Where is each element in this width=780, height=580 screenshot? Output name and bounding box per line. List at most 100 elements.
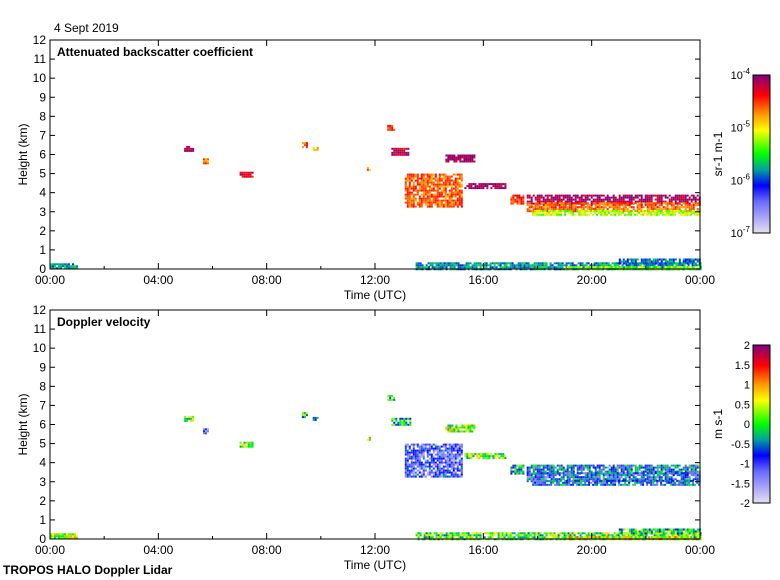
data-cell (498, 187, 501, 190)
data-cell (568, 470, 571, 473)
data-cell (68, 533, 70, 536)
data-cell (438, 467, 441, 470)
data-cell (581, 262, 584, 265)
data-cell (594, 478, 597, 481)
data-cell (430, 455, 433, 458)
data-cell (305, 142, 308, 145)
data-cell (574, 198, 577, 201)
data-cell (451, 428, 454, 431)
data-cell (426, 179, 429, 182)
data-cell (545, 262, 548, 265)
data-cell (433, 532, 436, 535)
data-cell (458, 473, 461, 476)
data-cell (465, 156, 468, 159)
data-cell (550, 476, 553, 479)
data-cell (439, 266, 442, 269)
data-cell (598, 209, 601, 212)
data-cell (418, 205, 421, 208)
data-cell (572, 266, 575, 269)
data-cell (670, 198, 673, 201)
data-cell (686, 478, 689, 481)
data-cell (560, 200, 563, 203)
data-cell (588, 468, 591, 471)
data-cell (410, 205, 413, 208)
colorbar-tick-label: 10-6 (731, 172, 751, 187)
data-cell (428, 453, 431, 456)
data-cell (494, 185, 497, 188)
data-cell (690, 194, 693, 197)
data-cell (465, 160, 468, 163)
data-cell (441, 532, 444, 535)
data-cell (554, 208, 557, 211)
data-cell (602, 464, 605, 467)
data-cell (636, 210, 639, 213)
data-cell (509, 266, 512, 269)
data-cell (627, 534, 630, 537)
data-cell (558, 472, 561, 475)
data-cell (460, 205, 463, 208)
data-cell (532, 464, 535, 467)
data-cell (561, 262, 564, 265)
data-cell (500, 185, 503, 188)
data-cell (588, 466, 591, 469)
data-cell (458, 469, 461, 472)
data-cell (666, 481, 669, 484)
data-cell (602, 476, 605, 479)
data-cell (538, 206, 541, 209)
data-feature (301, 412, 308, 419)
data-cell (460, 199, 463, 202)
data-cell (410, 191, 413, 194)
data-cell (444, 447, 447, 450)
y-tick-label: 0 (39, 262, 46, 276)
data-cell (692, 258, 695, 261)
data-cell (510, 198, 513, 201)
data-cell (312, 418, 315, 421)
data-cell (606, 536, 609, 539)
data-cell (576, 194, 579, 197)
data-cell (467, 536, 470, 539)
data-cell (620, 472, 623, 475)
data-cell (448, 203, 451, 206)
data-cell (667, 264, 670, 267)
data-cell (646, 470, 649, 473)
data-cell (682, 194, 685, 197)
data-cell (622, 206, 625, 209)
data-cell (449, 158, 452, 161)
data-cell (408, 451, 411, 454)
data-cell (686, 536, 689, 539)
data-cell (490, 187, 493, 190)
data-cell (692, 196, 695, 199)
data-cell (436, 177, 439, 180)
data-cell (602, 479, 605, 482)
data-cell (442, 453, 445, 456)
data-cell (566, 196, 569, 199)
data-cell (628, 470, 631, 473)
data-cell (544, 209, 547, 212)
data-cell (458, 181, 461, 184)
data-cell (692, 530, 695, 533)
data-cell (602, 213, 605, 216)
data-cell (586, 474, 589, 477)
data-cell (585, 264, 588, 267)
data-cell (612, 211, 615, 214)
data-cell (588, 206, 591, 209)
data-cell (614, 208, 617, 211)
data-cell (544, 202, 547, 205)
data-cell (451, 264, 454, 267)
data-cell (518, 200, 521, 203)
data-cell (572, 483, 575, 486)
data-cell (456, 203, 459, 206)
data-cell (597, 264, 600, 267)
data-cell (630, 479, 633, 482)
data-cell (552, 478, 555, 481)
data-cell (573, 264, 576, 267)
data-cell (636, 206, 639, 209)
data-cell (647, 264, 650, 267)
data-cell (596, 474, 599, 477)
x-tick-label: 12:00 (360, 273, 390, 287)
data-cell (598, 266, 601, 269)
data-cell (404, 443, 407, 446)
data-cell (616, 476, 619, 479)
data-cell (74, 533, 76, 536)
data-cell (525, 262, 528, 265)
